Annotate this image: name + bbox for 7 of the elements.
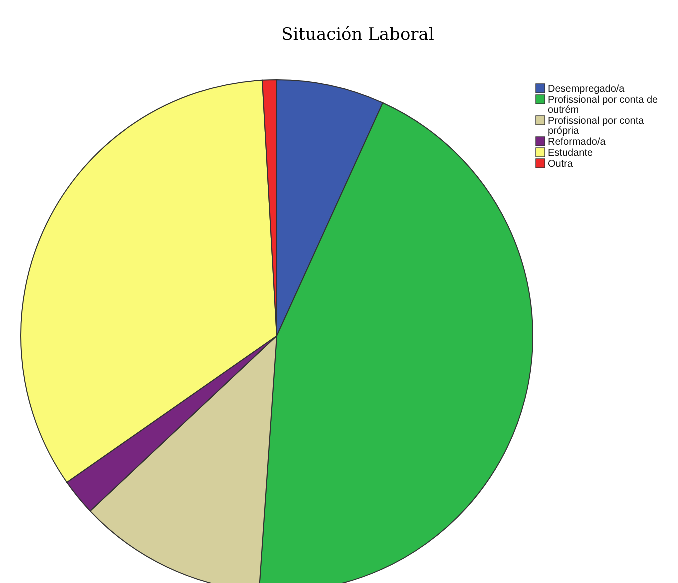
legend-label: Reformado/a	[548, 137, 606, 148]
legend-label: Outra	[548, 159, 574, 170]
legend-label: Desempregado/a	[548, 84, 626, 95]
legend-label: Profissional por conta de outrém	[548, 95, 658, 116]
legend-label: Profissional por conta própria	[548, 116, 645, 137]
legend-label: Estudante	[548, 148, 594, 159]
chart-title: Situación Laboral	[282, 25, 434, 45]
